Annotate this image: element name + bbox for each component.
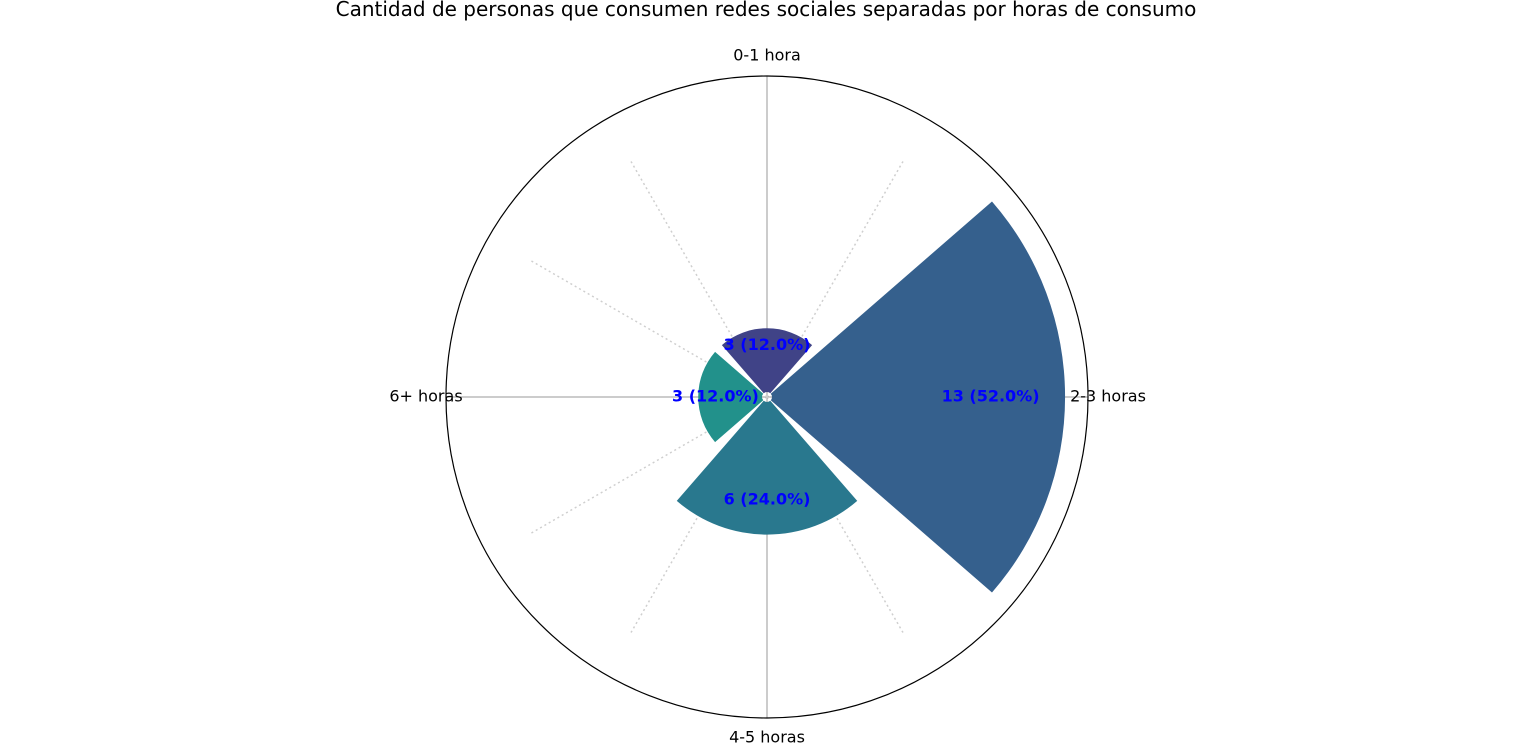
value-label: 3 (12.0%) [672, 387, 759, 406]
polar-frame [445, 75, 1089, 719]
chart-title: Cantidad de personas que consumen redes … [336, 0, 1197, 21]
category-labels: 0-1 hora 2-3 horas 4-5 horas 6+ horas [389, 46, 1146, 747]
bar-4-5-horas [676, 400, 858, 535]
bar-0-1-hora [721, 328, 813, 394]
value-label: 6 (24.0%) [724, 490, 811, 509]
category-label: 0-1 hora [733, 46, 801, 65]
bar-2-3-horas [770, 201, 1066, 593]
value-label: 3 (12.0%) [724, 335, 811, 354]
category-label: 2-3 horas [1070, 387, 1146, 406]
value-labels: 3 (12.0%) 13 (52.0%) 6 (24.0%) 3 (12.0%) [672, 335, 1040, 509]
value-label: 13 (52.0%) [942, 387, 1040, 406]
bars [676, 201, 1066, 593]
category-label: 4-5 horas [729, 728, 805, 747]
bar-6-horas [698, 351, 764, 443]
category-label: 6+ horas [389, 387, 462, 406]
